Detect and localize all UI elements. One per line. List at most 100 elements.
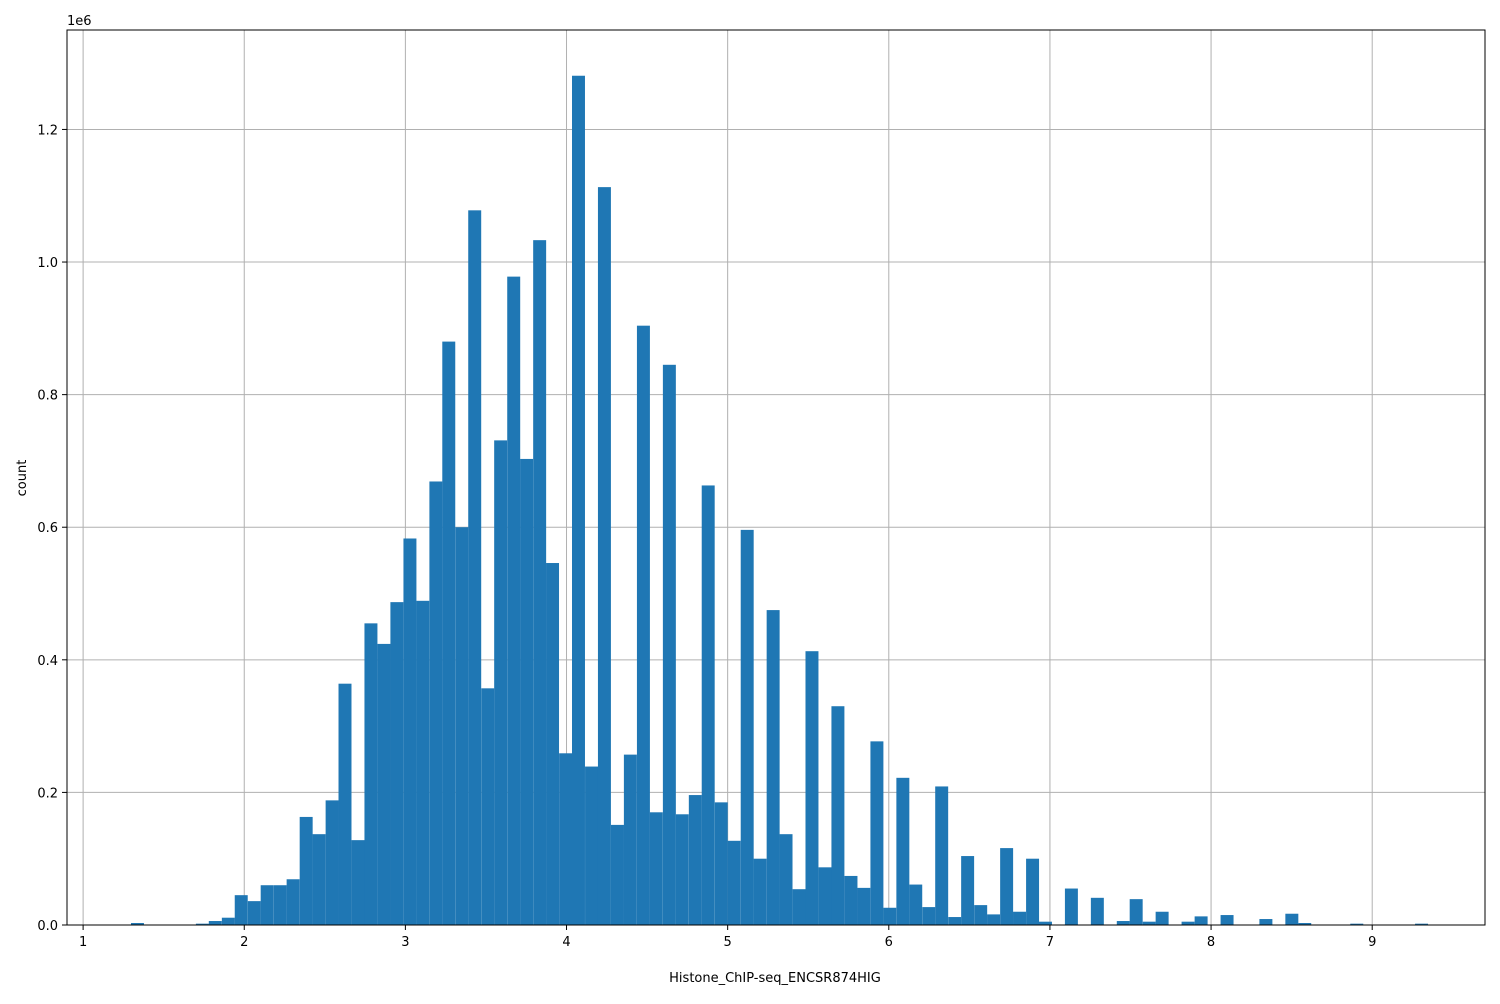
histogram-bar: [636, 325, 650, 925]
histogram-bar: [974, 905, 988, 925]
y-axis-label: count: [15, 460, 30, 497]
histogram-bar: [416, 600, 430, 925]
histogram-bar: [546, 563, 560, 925]
x-tick-label: 6: [885, 935, 893, 950]
grid-layer: [67, 30, 1485, 926]
histogram-bar: [805, 651, 819, 925]
histogram-bar: [1116, 921, 1130, 925]
histogram-bar: [299, 816, 313, 925]
histogram-bar: [195, 923, 209, 925]
histogram-bar: [1038, 921, 1052, 925]
histogram-bar: [727, 840, 741, 925]
histogram-bar: [701, 485, 715, 925]
histogram-bar: [1013, 911, 1027, 925]
y-tick-label: 0.6: [37, 521, 58, 536]
y-tick-label: 1.0: [37, 256, 58, 271]
histogram-bar: [909, 884, 923, 925]
histogram-bar: [429, 481, 443, 925]
histogram-bar: [610, 824, 624, 925]
x-tick-label: 2: [240, 935, 248, 950]
histogram-bar: [559, 753, 573, 925]
histogram-bar: [649, 812, 663, 925]
histogram-bar: [585, 766, 599, 925]
histogram-bar: [1026, 858, 1040, 925]
histogram-bar: [1415, 923, 1429, 925]
histogram-bar: [896, 777, 910, 925]
histogram-bar: [714, 802, 728, 925]
y-tick-label: 1.2: [37, 123, 58, 138]
histogram-bar: [507, 276, 521, 926]
y-tick-label: 0.0: [37, 919, 58, 934]
histogram-bar: [1090, 897, 1104, 925]
y-tick-label: 0.2: [37, 786, 58, 801]
histogram-bar: [260, 885, 274, 925]
histogram-bar: [364, 623, 378, 925]
x-tick-label: 3: [401, 935, 409, 950]
histogram-bar: [351, 840, 365, 925]
histogram-bar: [675, 814, 689, 925]
histogram-bar: [520, 458, 534, 925]
histogram-bar: [1259, 919, 1273, 925]
histogram-bar: [662, 364, 676, 926]
histogram-bar: [338, 683, 352, 925]
x-tick-label: 7: [1046, 935, 1054, 950]
y-tick-label: 0.8: [37, 389, 58, 404]
histogram-bar: [390, 602, 404, 925]
histogram-bar: [286, 879, 300, 925]
histogram-bar: [468, 210, 482, 925]
histogram-bar: [857, 887, 871, 925]
histogram-bar: [922, 907, 936, 925]
ticks-layer: 1 2 3 4 5 6 7 8 9 0.0 0.2 0.4 0.6 0.8 1.0 1.2: [37, 123, 1376, 950]
histogram-bar: [208, 921, 222, 925]
histogram-bar: [961, 856, 975, 925]
histogram-bar: [130, 923, 144, 925]
histogram-bar: [831, 706, 845, 925]
histogram-bar: [1142, 921, 1156, 925]
histogram-bar: [870, 741, 884, 925]
histogram-bar: [1064, 888, 1078, 925]
histogram-bar: [753, 858, 767, 925]
histogram-bar: [455, 527, 469, 925]
histogram-bar: [533, 240, 547, 926]
histogram-bar: [234, 895, 248, 925]
plot-frame: [66, 29, 1486, 926]
x-tick-label: 1: [79, 935, 87, 950]
histogram-bar: [442, 341, 456, 925]
histogram-bar: [312, 834, 326, 925]
histogram-bar: [1181, 921, 1195, 925]
histogram-bar: [494, 440, 508, 925]
histogram-bar: [844, 875, 858, 925]
x-tick-label: 8: [1207, 935, 1215, 950]
x-axis-label: Histone_ChIP-seq_ENCSR874HIG: [669, 971, 881, 986]
histogram-bar: [325, 800, 339, 925]
y-offset-label: 1e6: [67, 14, 92, 29]
histogram-bar: [1129, 899, 1143, 925]
histogram-bar: [273, 885, 287, 925]
x-tick-label: 4: [562, 935, 570, 950]
histogram-bar: [1000, 848, 1014, 925]
histogram-bar: [597, 187, 611, 926]
histogram-bar: [792, 889, 806, 925]
histogram-bar: [740, 529, 754, 925]
y-tick-label: 0.4: [37, 654, 58, 669]
histogram-bar: [935, 786, 949, 925]
bars-layer: [130, 75, 1429, 926]
histogram-bar: [779, 834, 793, 925]
histogram-bar: [1350, 923, 1364, 925]
histogram-bar: [1285, 913, 1299, 925]
histogram-bar: [221, 917, 235, 925]
histogram-bar: [481, 688, 495, 925]
histogram-bar: [688, 795, 702, 925]
histogram-bar: [403, 538, 417, 925]
histogram-bar: [1155, 911, 1169, 925]
x-tick-label: 9: [1368, 935, 1376, 950]
x-tick-label: 5: [724, 935, 732, 950]
histogram-bar: [1220, 915, 1234, 925]
histogram-bar: [948, 917, 962, 925]
histogram-bar: [1194, 916, 1208, 925]
histogram-bar: [572, 75, 585, 925]
histogram-bar: [883, 907, 897, 925]
histogram-bar: [987, 914, 1001, 925]
